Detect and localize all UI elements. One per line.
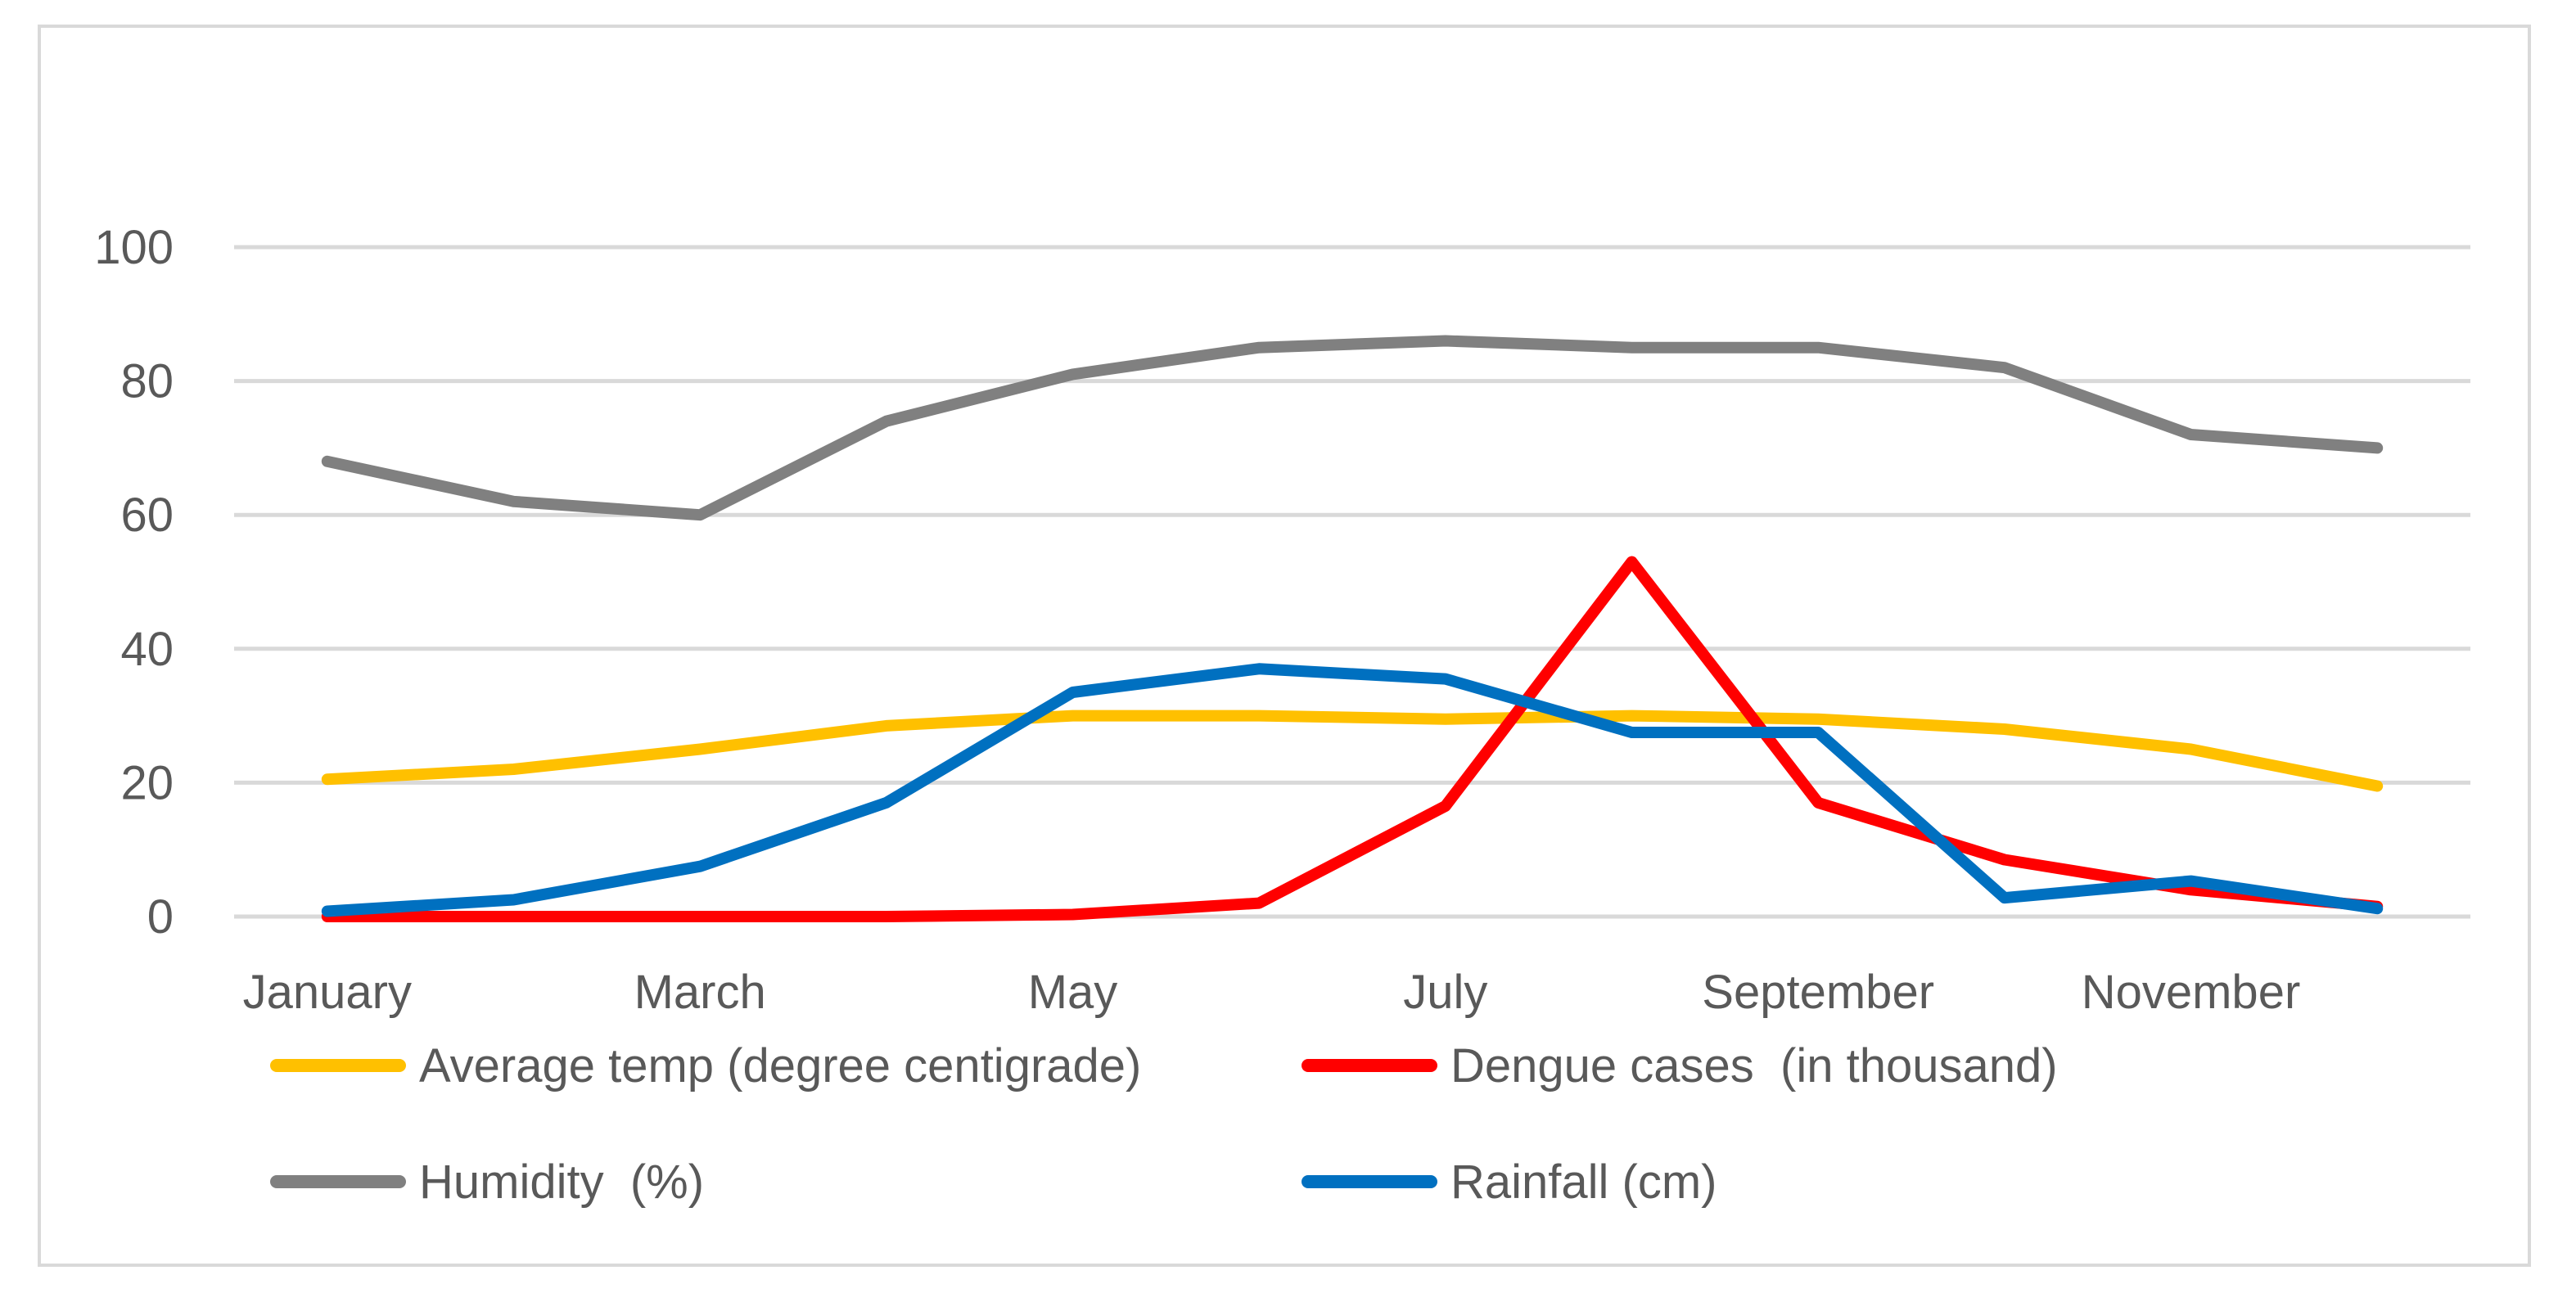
series-lines: [321, 335, 2384, 922]
x-tick-label-july: July: [1403, 966, 1487, 1019]
y-tick-label: 100: [94, 221, 174, 274]
x-tick-label-november: November: [2082, 966, 2301, 1019]
y-axis-tick-labels: 0 20 40 60 80 100: [94, 221, 174, 944]
legend-item-humidity: Humidity (%): [270, 1156, 704, 1209]
legend-item-dengue-cases-in-thousand: Dengue cases (in thousand): [1302, 1039, 2058, 1092]
y-tick-label: 0: [147, 890, 174, 944]
x-tick-label-january: January: [243, 966, 412, 1019]
legend-label: Humidity (%): [419, 1156, 704, 1209]
y-tick-label: 20: [120, 756, 174, 809]
y-tick-label: 60: [120, 489, 174, 542]
y-tick-label: 40: [120, 623, 174, 676]
x-tick-label-september: September: [1702, 966, 1934, 1019]
legend: Average temp (degree centigrade) Dengue c…: [270, 1039, 2058, 1209]
series-line-dengue-cases-in-thousand: [321, 556, 2384, 922]
chart-frame: [38, 25, 2531, 1267]
legend-item-average-temp-degree-centigrade: Average temp (degree centigrade): [270, 1039, 1141, 1092]
y-tick-label: 80: [120, 355, 174, 408]
series-line-humidity: [321, 335, 2384, 521]
legend-item-rainfall-cm: Rainfall (cm): [1302, 1156, 1717, 1209]
x-tick-label-may: May: [1028, 966, 1118, 1019]
legend-label: Dengue cases (in thousand): [1450, 1039, 2058, 1092]
legend-label: Rainfall (cm): [1450, 1156, 1717, 1209]
legend-label: Average temp (degree centigrade): [419, 1039, 1141, 1092]
series-line-rainfall-cm: [321, 663, 2384, 917]
x-axis-tick-labels: January March May July September November: [243, 966, 2301, 1019]
series-line-average-temp-degree-centigrade: [321, 710, 2384, 792]
x-tick-label-march: March: [634, 966, 766, 1019]
